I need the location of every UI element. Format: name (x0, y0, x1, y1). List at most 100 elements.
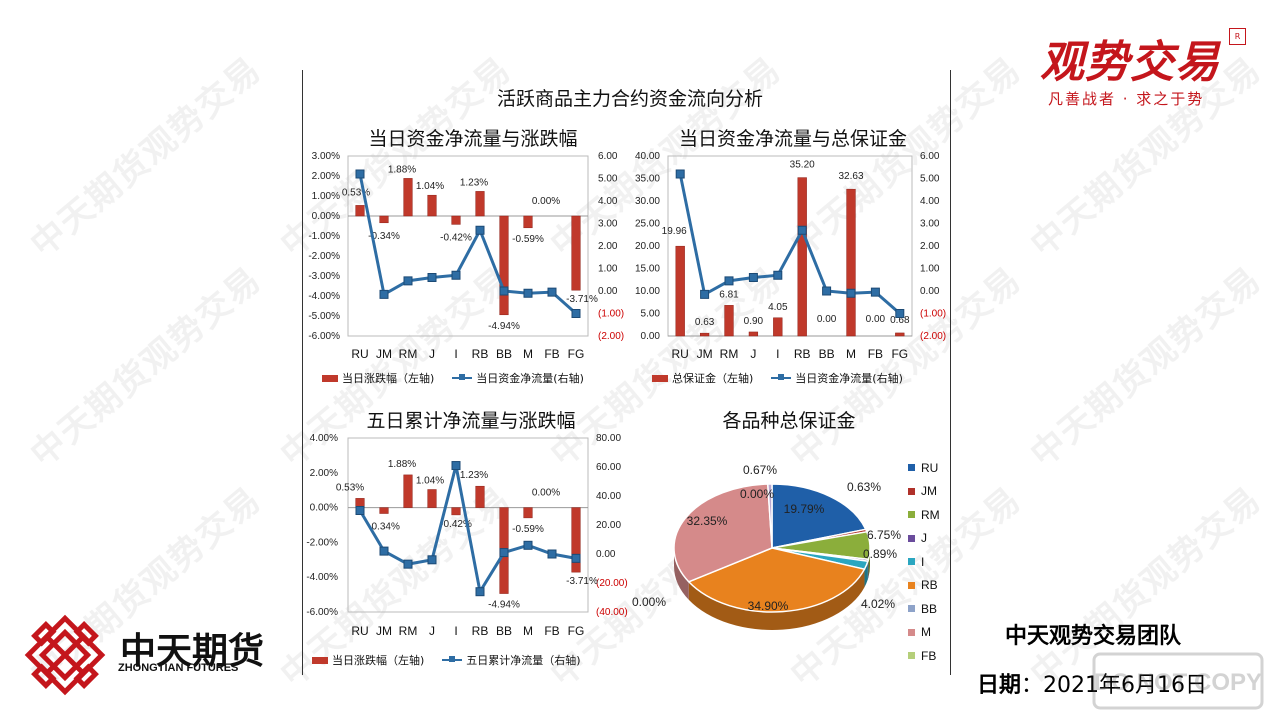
category-label: BB (496, 624, 512, 638)
category-label: M (523, 347, 533, 361)
legend-label: RU (921, 460, 939, 475)
left-axis-tick: 2.00% (310, 468, 338, 479)
left-axis-tick: 4.00% (310, 433, 338, 444)
category-label: RM (399, 624, 418, 638)
data-label-BB: 0.00 (817, 314, 837, 325)
category-label: J (750, 347, 756, 361)
bar-BB (499, 215, 509, 316)
pie-label-J: 0.89% (863, 547, 897, 561)
plot-frame (347, 155, 589, 337)
line-point-RB (475, 587, 485, 597)
bar-JM (379, 507, 389, 514)
series-line (358, 173, 577, 315)
category-label: FG (891, 347, 908, 361)
data-label-RU: 0.53% (342, 187, 370, 198)
legend-label: J (921, 531, 927, 546)
legend-swatch (908, 628, 915, 636)
line-point-FB (870, 287, 880, 297)
right-axis-tick: 4.00 (920, 196, 940, 207)
bar-JM (379, 215, 389, 224)
pie-legend-item: RM (908, 503, 940, 527)
left-axis-tick: 20.00 (635, 241, 660, 252)
category-label: M (846, 347, 856, 361)
right-axis-tick: 5.00 (920, 174, 940, 185)
category-label: I (454, 624, 457, 638)
pie-label-M: 32.35% (687, 514, 728, 528)
left-axis-tick: 2.00% (312, 171, 340, 182)
bar-FG (571, 507, 581, 573)
line-point-J (427, 555, 437, 565)
pie-label-RB: 34.90% (748, 599, 789, 613)
right-axis-tick: 0.00 (598, 286, 618, 297)
legend-bar-item: 当日涨跌幅（左轴) (322, 370, 434, 386)
left-axis-tick: -3.00% (308, 271, 340, 282)
chart1-legend: 当日涨跌幅（左轴) 当日资金净流量(右轴) (322, 370, 584, 386)
right-axis-tick: 2.00 (598, 241, 618, 252)
legend-bar-item: 当日涨跌幅（左轴) (312, 652, 424, 668)
data-label-RB: 35.20 (790, 160, 815, 171)
left-axis-tick: 0.00% (312, 211, 340, 222)
right-axis-tick: 20.00 (596, 520, 621, 531)
data-label-FG: 0.68 (890, 315, 910, 326)
pie-legend-item: BB (908, 597, 940, 621)
category-label: RU (351, 347, 368, 361)
legend-bar-label: 总保证金（左轴) (672, 372, 754, 385)
right-axis-tick: (40.00) (596, 607, 628, 618)
line-point-I (773, 270, 783, 280)
left-axis-tick: -4.00% (306, 572, 338, 583)
category-label: RM (720, 347, 739, 361)
line-point-J (427, 273, 437, 282)
data-label-RM: 1.88% (388, 164, 416, 175)
line-point-RU (355, 506, 365, 515)
line-point-FG (571, 553, 581, 563)
company-knot-icon (24, 614, 106, 696)
chart2-title: 当日资金净流量与总保证金 (678, 128, 907, 150)
line-point-RB (797, 225, 807, 235)
registered-mark: R (1229, 28, 1246, 45)
right-divider (950, 70, 951, 675)
pie-label-RU: 19.79% (784, 502, 825, 516)
legend-swatch (908, 581, 915, 589)
data-label-JM: -0.34% (368, 522, 400, 533)
left-axis-tick: -6.00% (308, 331, 340, 342)
bar-M (523, 507, 533, 519)
category-label: M (523, 624, 533, 638)
right-axis-tick: 0.00 (596, 549, 616, 560)
line-point-FG (895, 309, 905, 318)
chart3-legend: 当日涨跌幅（左轴) 五日累计净流量（右轴) (312, 652, 581, 668)
line-point-RM (403, 276, 413, 286)
data-label-I: -0.42% (440, 232, 472, 243)
left-axis-tick: 35.00 (635, 174, 660, 185)
line-point-RB (475, 225, 485, 235)
pie-slice-M (673, 483, 773, 583)
category-label: FB (544, 347, 559, 361)
line-point-M (523, 288, 533, 298)
left-divider (302, 70, 303, 675)
data-label-FB: 0.00 (866, 314, 886, 325)
right-axis-tick: (1.00) (598, 309, 624, 320)
bar-RB (475, 191, 485, 217)
category-label: JM (376, 624, 392, 638)
report-date: 日期：2021年6月16日 (977, 667, 1207, 699)
legend-line-item: 当日资金净流量(右轴) (452, 370, 584, 386)
left-axis-tick: -5.00% (308, 311, 340, 322)
bar-I (451, 507, 461, 516)
legend-swatch (908, 652, 915, 660)
series-line (358, 465, 577, 596)
category-label: FB (544, 624, 559, 638)
brand-logo: 观势交易 (1040, 37, 1220, 88)
data-label-I: -0.42% (440, 519, 472, 530)
legend-line-label: 当日资金净流量(右轴) (795, 372, 903, 385)
right-axis-tick: 1.00 (598, 264, 618, 275)
line-point-M (846, 288, 856, 298)
legend-label: RM (921, 507, 940, 522)
pie-side-RB (688, 569, 865, 630)
left-axis-tick: 15.00 (635, 264, 660, 275)
left-axis-tick: 0.00% (310, 503, 338, 514)
pie-legend-item: I (908, 550, 940, 574)
data-label-FG: -3.71% (566, 576, 598, 587)
left-axis-tick: -4.00% (308, 291, 340, 302)
date-label: 日期 (977, 673, 1022, 698)
line-point-BB (499, 548, 509, 558)
